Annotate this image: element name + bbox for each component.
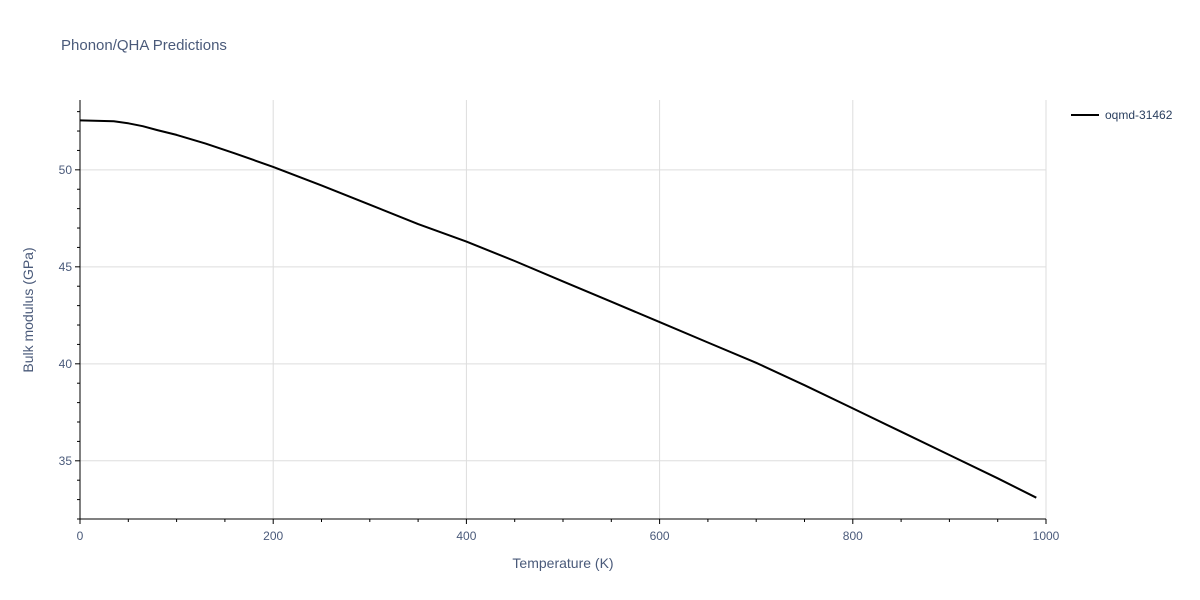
series-layer [79,119,1037,499]
series-line-oqmd-31462 [79,119,1037,499]
x-axis-title: Temperature (K) [512,555,613,571]
x-tick-label: 600 [650,529,670,543]
x-tick-label: 200 [263,529,283,543]
y-axis-title: Bulk modulus (GPa) [20,247,36,372]
legend[interactable]: oqmd-31462 [1071,108,1173,122]
x-tick-label: 800 [843,529,863,543]
chart-title: Phonon/QHA Predictions [61,37,227,54]
y-tick-label: 40 [59,357,73,371]
grid [80,100,1047,519]
axes: 0 200 400 600 800 1000 35 40 45 50 [59,100,1060,543]
legend-label-oqmd-31462[interactable]: oqmd-31462 [1105,108,1173,122]
y-tick-label: 35 [59,454,73,468]
y-tick-label: 45 [59,260,73,274]
y-tick-label: 50 [59,163,73,177]
x-tick-label: 1000 [1033,529,1060,543]
x-tick-label: 400 [456,529,476,543]
x-tick-label: 0 [77,529,84,543]
